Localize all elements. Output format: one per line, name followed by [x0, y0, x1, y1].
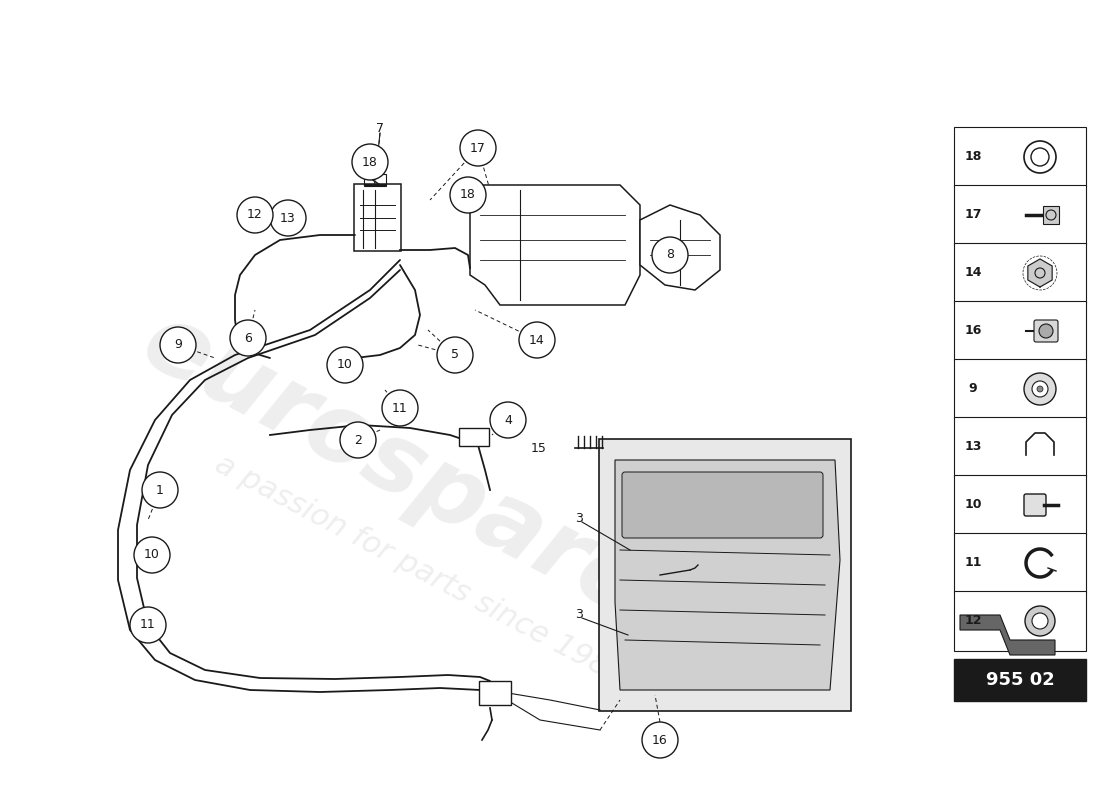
FancyBboxPatch shape: [954, 533, 1086, 593]
Text: 13: 13: [965, 441, 981, 454]
Circle shape: [460, 130, 496, 166]
Text: 10: 10: [337, 358, 353, 371]
Circle shape: [230, 320, 266, 356]
Circle shape: [1025, 606, 1055, 636]
FancyBboxPatch shape: [459, 428, 490, 446]
Circle shape: [652, 237, 688, 273]
Circle shape: [642, 722, 678, 758]
Circle shape: [382, 390, 418, 426]
Text: 8: 8: [666, 249, 674, 262]
FancyBboxPatch shape: [954, 359, 1086, 419]
Text: 18: 18: [965, 150, 981, 163]
Circle shape: [1040, 324, 1053, 338]
FancyBboxPatch shape: [954, 475, 1086, 535]
Polygon shape: [1027, 259, 1052, 287]
Text: 18: 18: [460, 189, 476, 202]
Text: 3: 3: [575, 511, 583, 525]
Circle shape: [270, 200, 306, 236]
FancyBboxPatch shape: [478, 681, 512, 705]
Circle shape: [450, 177, 486, 213]
Text: 11: 11: [392, 402, 408, 414]
Text: 9: 9: [174, 338, 182, 351]
Polygon shape: [960, 615, 1055, 655]
Polygon shape: [470, 185, 640, 305]
Circle shape: [142, 472, 178, 508]
FancyBboxPatch shape: [354, 184, 402, 251]
Text: 17: 17: [470, 142, 486, 154]
Text: 1: 1: [156, 483, 164, 497]
Text: eurospares: eurospares: [126, 294, 714, 666]
Polygon shape: [615, 460, 840, 690]
Circle shape: [236, 197, 273, 233]
Text: a passion for parts since 1985: a passion for parts since 1985: [210, 449, 630, 691]
Text: 9: 9: [969, 382, 977, 395]
FancyBboxPatch shape: [954, 243, 1086, 303]
Circle shape: [1032, 381, 1048, 397]
Text: 11: 11: [140, 618, 156, 631]
Circle shape: [490, 402, 526, 438]
FancyBboxPatch shape: [600, 439, 851, 711]
Circle shape: [130, 607, 166, 643]
Text: 14: 14: [529, 334, 544, 346]
Text: 4: 4: [504, 414, 512, 426]
Circle shape: [327, 347, 363, 383]
Circle shape: [1037, 386, 1043, 392]
Circle shape: [1024, 373, 1056, 405]
Text: 16: 16: [965, 325, 981, 338]
Text: 955 02: 955 02: [986, 671, 1055, 689]
Circle shape: [160, 327, 196, 363]
FancyBboxPatch shape: [954, 185, 1086, 245]
FancyBboxPatch shape: [621, 472, 823, 538]
Text: 16: 16: [652, 734, 668, 746]
Text: 10: 10: [965, 498, 981, 511]
FancyBboxPatch shape: [954, 127, 1086, 187]
FancyBboxPatch shape: [954, 591, 1086, 651]
FancyBboxPatch shape: [1024, 494, 1046, 516]
FancyBboxPatch shape: [954, 659, 1086, 701]
Text: 6: 6: [244, 331, 252, 345]
Circle shape: [1032, 613, 1048, 629]
Text: 17: 17: [965, 209, 981, 222]
Text: 3: 3: [575, 609, 583, 622]
FancyBboxPatch shape: [1043, 206, 1059, 224]
Text: 11: 11: [965, 557, 981, 570]
Circle shape: [134, 537, 170, 573]
Circle shape: [352, 144, 388, 180]
FancyBboxPatch shape: [1034, 320, 1058, 342]
Text: 18: 18: [362, 155, 378, 169]
Circle shape: [437, 337, 473, 373]
Circle shape: [340, 422, 376, 458]
Text: 10: 10: [144, 549, 159, 562]
Text: 12: 12: [248, 209, 263, 222]
Text: 2: 2: [354, 434, 362, 446]
Text: 12: 12: [965, 614, 981, 627]
FancyBboxPatch shape: [954, 417, 1086, 477]
FancyBboxPatch shape: [954, 301, 1086, 361]
Text: 5: 5: [451, 349, 459, 362]
Polygon shape: [640, 205, 720, 290]
Text: 13: 13: [280, 211, 296, 225]
Text: 7: 7: [376, 122, 384, 134]
Circle shape: [519, 322, 556, 358]
Text: 14: 14: [965, 266, 981, 279]
Text: 15: 15: [531, 442, 547, 454]
